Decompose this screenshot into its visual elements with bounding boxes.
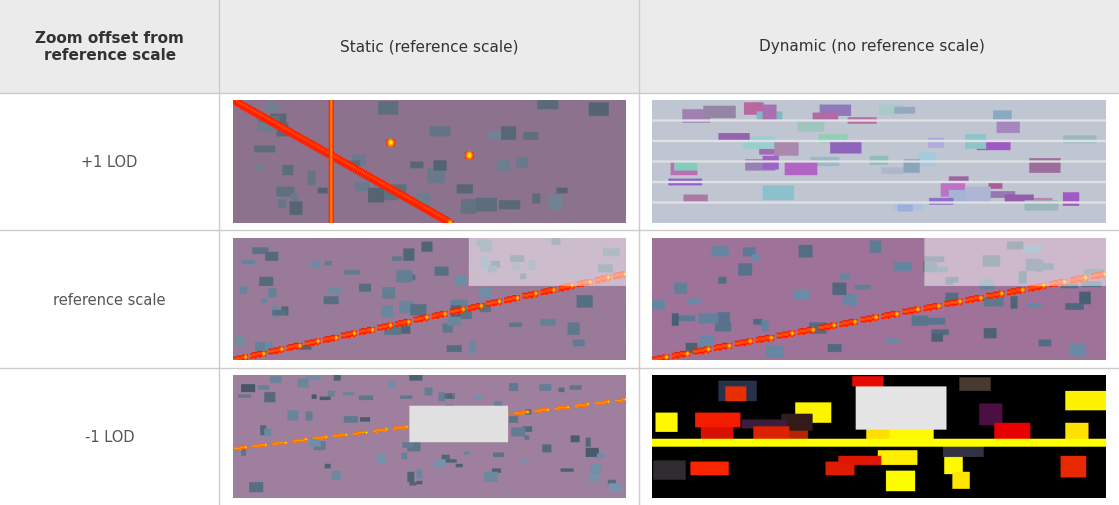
Bar — [0, 93, 1119, 231]
Text: reference scale: reference scale — [54, 292, 166, 307]
Bar — [0, 231, 1119, 368]
Text: Zoom offset from
reference scale: Zoom offset from reference scale — [35, 30, 185, 63]
Text: Static (reference scale): Static (reference scale) — [340, 39, 518, 54]
Text: -1 LOD: -1 LOD — [85, 429, 134, 444]
Bar — [0, 368, 1119, 505]
Text: +1 LOD: +1 LOD — [82, 155, 138, 170]
Text: Dynamic (no reference scale): Dynamic (no reference scale) — [759, 39, 985, 54]
Bar — [0, 0, 1119, 93]
